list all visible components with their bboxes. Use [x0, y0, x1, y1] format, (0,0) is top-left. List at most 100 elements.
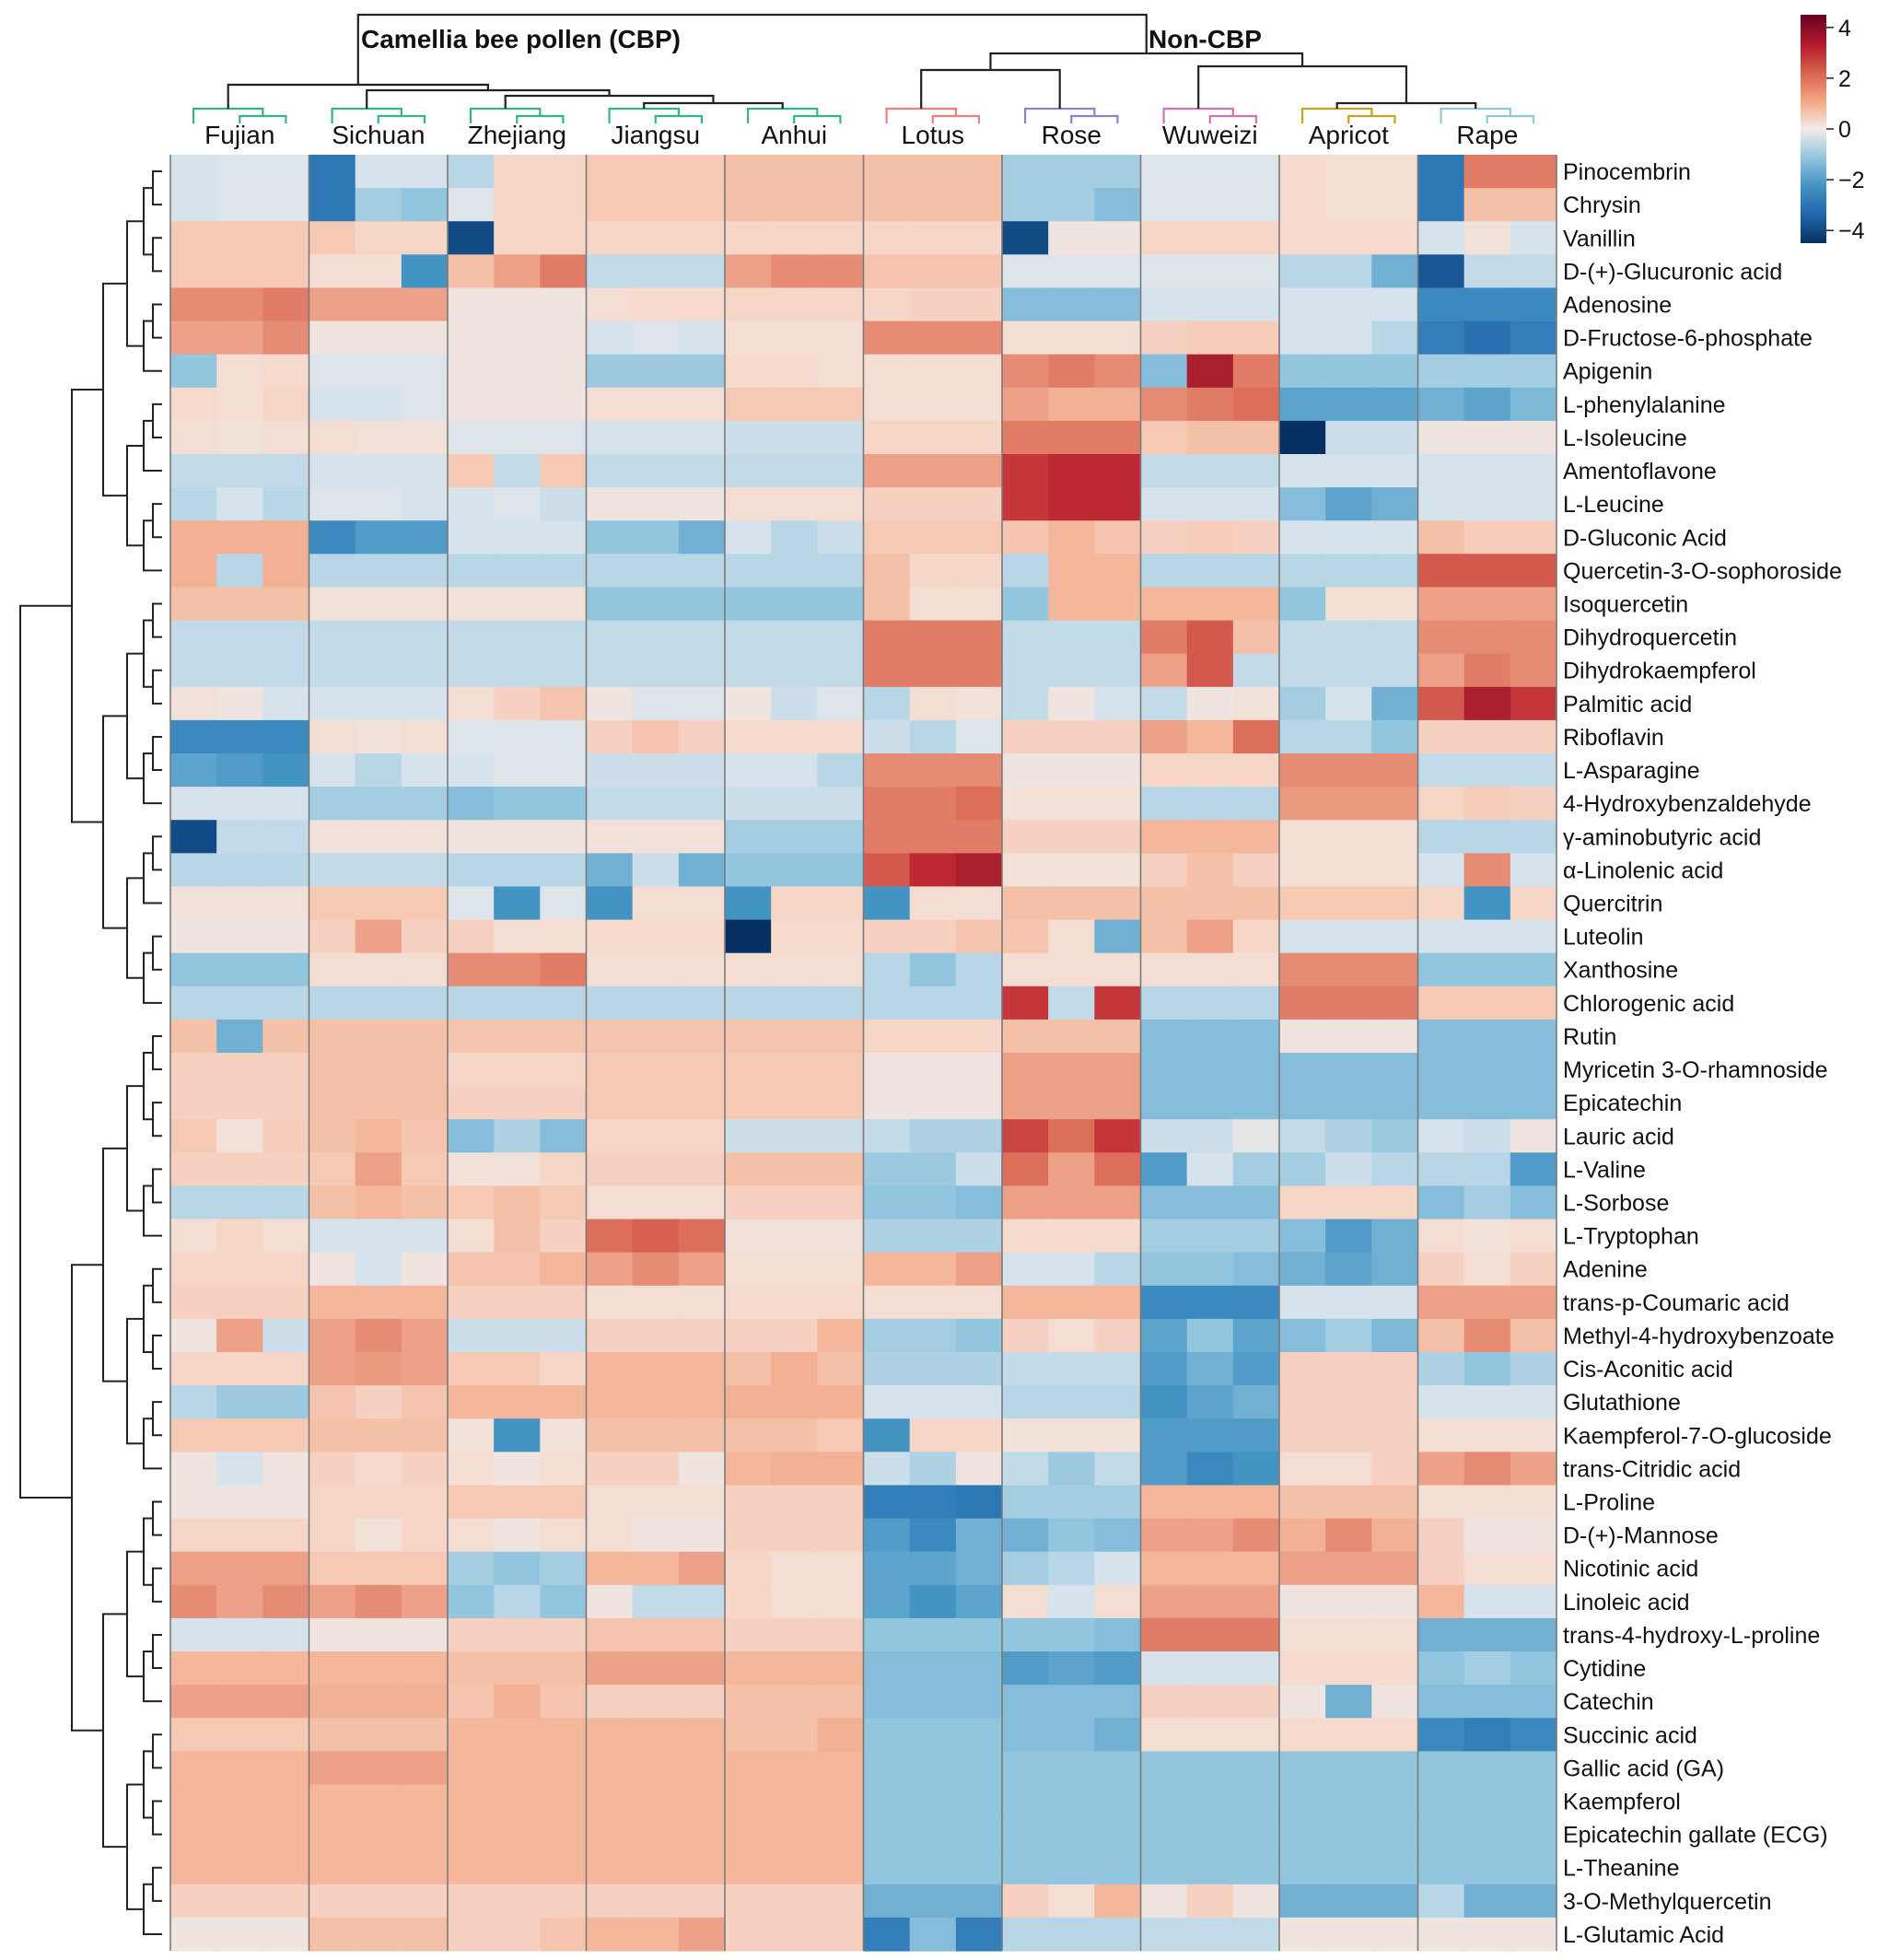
row-label: Quercetin-3-O-sophoroside	[1563, 558, 1842, 584]
dendrogram-link	[71, 1264, 103, 1732]
heatmap-cell	[309, 1086, 356, 1120]
heatmap-cell	[1186, 487, 1234, 521]
heatmap-cell	[1002, 1053, 1049, 1087]
row-label: Kaempferol	[1563, 1790, 1681, 1815]
heatmap-cell	[678, 1019, 726, 1054]
row-label: L-Isoleucine	[1563, 426, 1687, 451]
heatmap-cell	[1002, 919, 1049, 954]
heatmap-cell	[355, 1718, 402, 1752]
heatmap-cell	[1463, 1252, 1511, 1287]
heatmap-cell	[1325, 653, 1372, 688]
heatmap-cell	[771, 1119, 818, 1153]
heatmap-cell	[1232, 287, 1280, 322]
heatmap-cell	[355, 1019, 402, 1054]
heatmap-cell	[1048, 454, 1095, 488]
dendrogram-link	[152, 1567, 162, 1603]
heatmap-cell	[1232, 1019, 1280, 1054]
heatmap-cell	[1279, 1718, 1326, 1752]
heatmap-cell	[678, 1219, 726, 1254]
row-label: 4-Hydroxybenzaldehyde	[1563, 791, 1812, 817]
heatmap-cell	[771, 1784, 818, 1819]
heatmap-cell	[678, 1318, 726, 1353]
heatmap-cell	[262, 1086, 310, 1120]
heatmap-cell	[1232, 587, 1280, 622]
row-label: Glutathione	[1563, 1390, 1681, 1416]
heatmap-cell	[355, 1518, 402, 1553]
heatmap-cell	[632, 1784, 680, 1819]
heatmap-cell	[1325, 1718, 1372, 1752]
heatmap-cell	[448, 919, 495, 954]
heatmap-cell	[448, 986, 495, 1021]
heatmap-cell	[1232, 387, 1280, 422]
heatmap-cell	[817, 1850, 865, 1885]
heatmap-cell	[586, 554, 634, 589]
heatmap-cell	[1371, 1019, 1419, 1054]
heatmap-cell	[725, 1850, 772, 1885]
heatmap-cell	[540, 919, 588, 954]
heatmap-cell	[1140, 1285, 1188, 1320]
heatmap-cell	[401, 487, 449, 521]
heatmap-cell	[909, 753, 957, 788]
heatmap-cell	[1140, 1617, 1188, 1652]
heatmap-cell	[216, 1685, 263, 1719]
heatmap-cell	[355, 820, 402, 854]
heatmap-cell	[1463, 1850, 1511, 1885]
heatmap-cell	[401, 1651, 449, 1686]
heatmap-cell	[1325, 487, 1372, 521]
heatmap-cell	[1094, 487, 1142, 521]
heatmap-cell	[1463, 1884, 1511, 1919]
heatmap-cell	[216, 487, 263, 521]
heatmap-cell	[678, 1119, 726, 1153]
heatmap-cell	[1371, 1850, 1419, 1885]
heatmap-cell	[1048, 1551, 1095, 1586]
heatmap-cell	[678, 686, 726, 721]
heatmap-cell	[262, 1053, 310, 1087]
dendrogram-link	[102, 1613, 127, 1849]
heatmap-cell	[1094, 919, 1142, 954]
dendrogram-link	[143, 187, 153, 256]
heatmap-cell	[586, 1352, 634, 1386]
dendrogram-link	[143, 1517, 153, 1586]
heatmap-cell	[1002, 1385, 1049, 1419]
heatmap-cell	[1417, 1285, 1465, 1320]
heatmap-cell	[632, 1352, 680, 1386]
heatmap-cell	[540, 387, 588, 422]
heatmap-cell	[1186, 1551, 1234, 1586]
heatmap-cell	[1510, 919, 1557, 954]
heatmap-cell	[1232, 1352, 1280, 1386]
heatmap-cell	[401, 886, 449, 921]
heatmap-cell	[401, 554, 449, 589]
heatmap-cell	[678, 587, 726, 622]
heatmap-cell	[1048, 1884, 1095, 1919]
heatmap-cell	[678, 952, 726, 987]
heatmap-cell	[1325, 1019, 1372, 1054]
heatmap-cell	[863, 1584, 911, 1619]
heatmap-cell	[632, 1385, 680, 1419]
heatmap-cell	[1510, 321, 1557, 356]
heatmap-cell	[1279, 952, 1326, 987]
row-label: Epicatechin gallate (ECG)	[1563, 1823, 1828, 1849]
heatmap-cell	[540, 487, 588, 521]
heatmap-cell	[1463, 1053, 1511, 1087]
heatmap-cell	[448, 1584, 495, 1619]
heatmap-cell	[540, 1685, 588, 1719]
heatmap-cell	[678, 554, 726, 589]
heatmap-cell	[863, 1252, 911, 1287]
heatmap-cell	[678, 188, 726, 222]
colorbar-tick-label: −2	[1838, 168, 1865, 193]
heatmap-cell	[401, 1718, 449, 1752]
heatmap-cell	[909, 420, 957, 455]
heatmap-cell	[401, 1518, 449, 1553]
heatmap-cell	[1371, 886, 1419, 921]
heatmap-cell	[170, 420, 217, 455]
heatmap-cell	[586, 420, 634, 455]
heatmap-cell	[1232, 1917, 1280, 1952]
heatmap-cell	[725, 354, 772, 389]
heatmap-cell	[1140, 1452, 1188, 1487]
heatmap-cell	[1417, 1219, 1465, 1254]
heatmap-cell	[771, 919, 818, 954]
heatmap-cell	[494, 686, 541, 721]
heatmap-cell	[494, 454, 541, 488]
row-label: Nicotinic acid	[1563, 1557, 1698, 1582]
heatmap-cell	[1417, 387, 1465, 422]
